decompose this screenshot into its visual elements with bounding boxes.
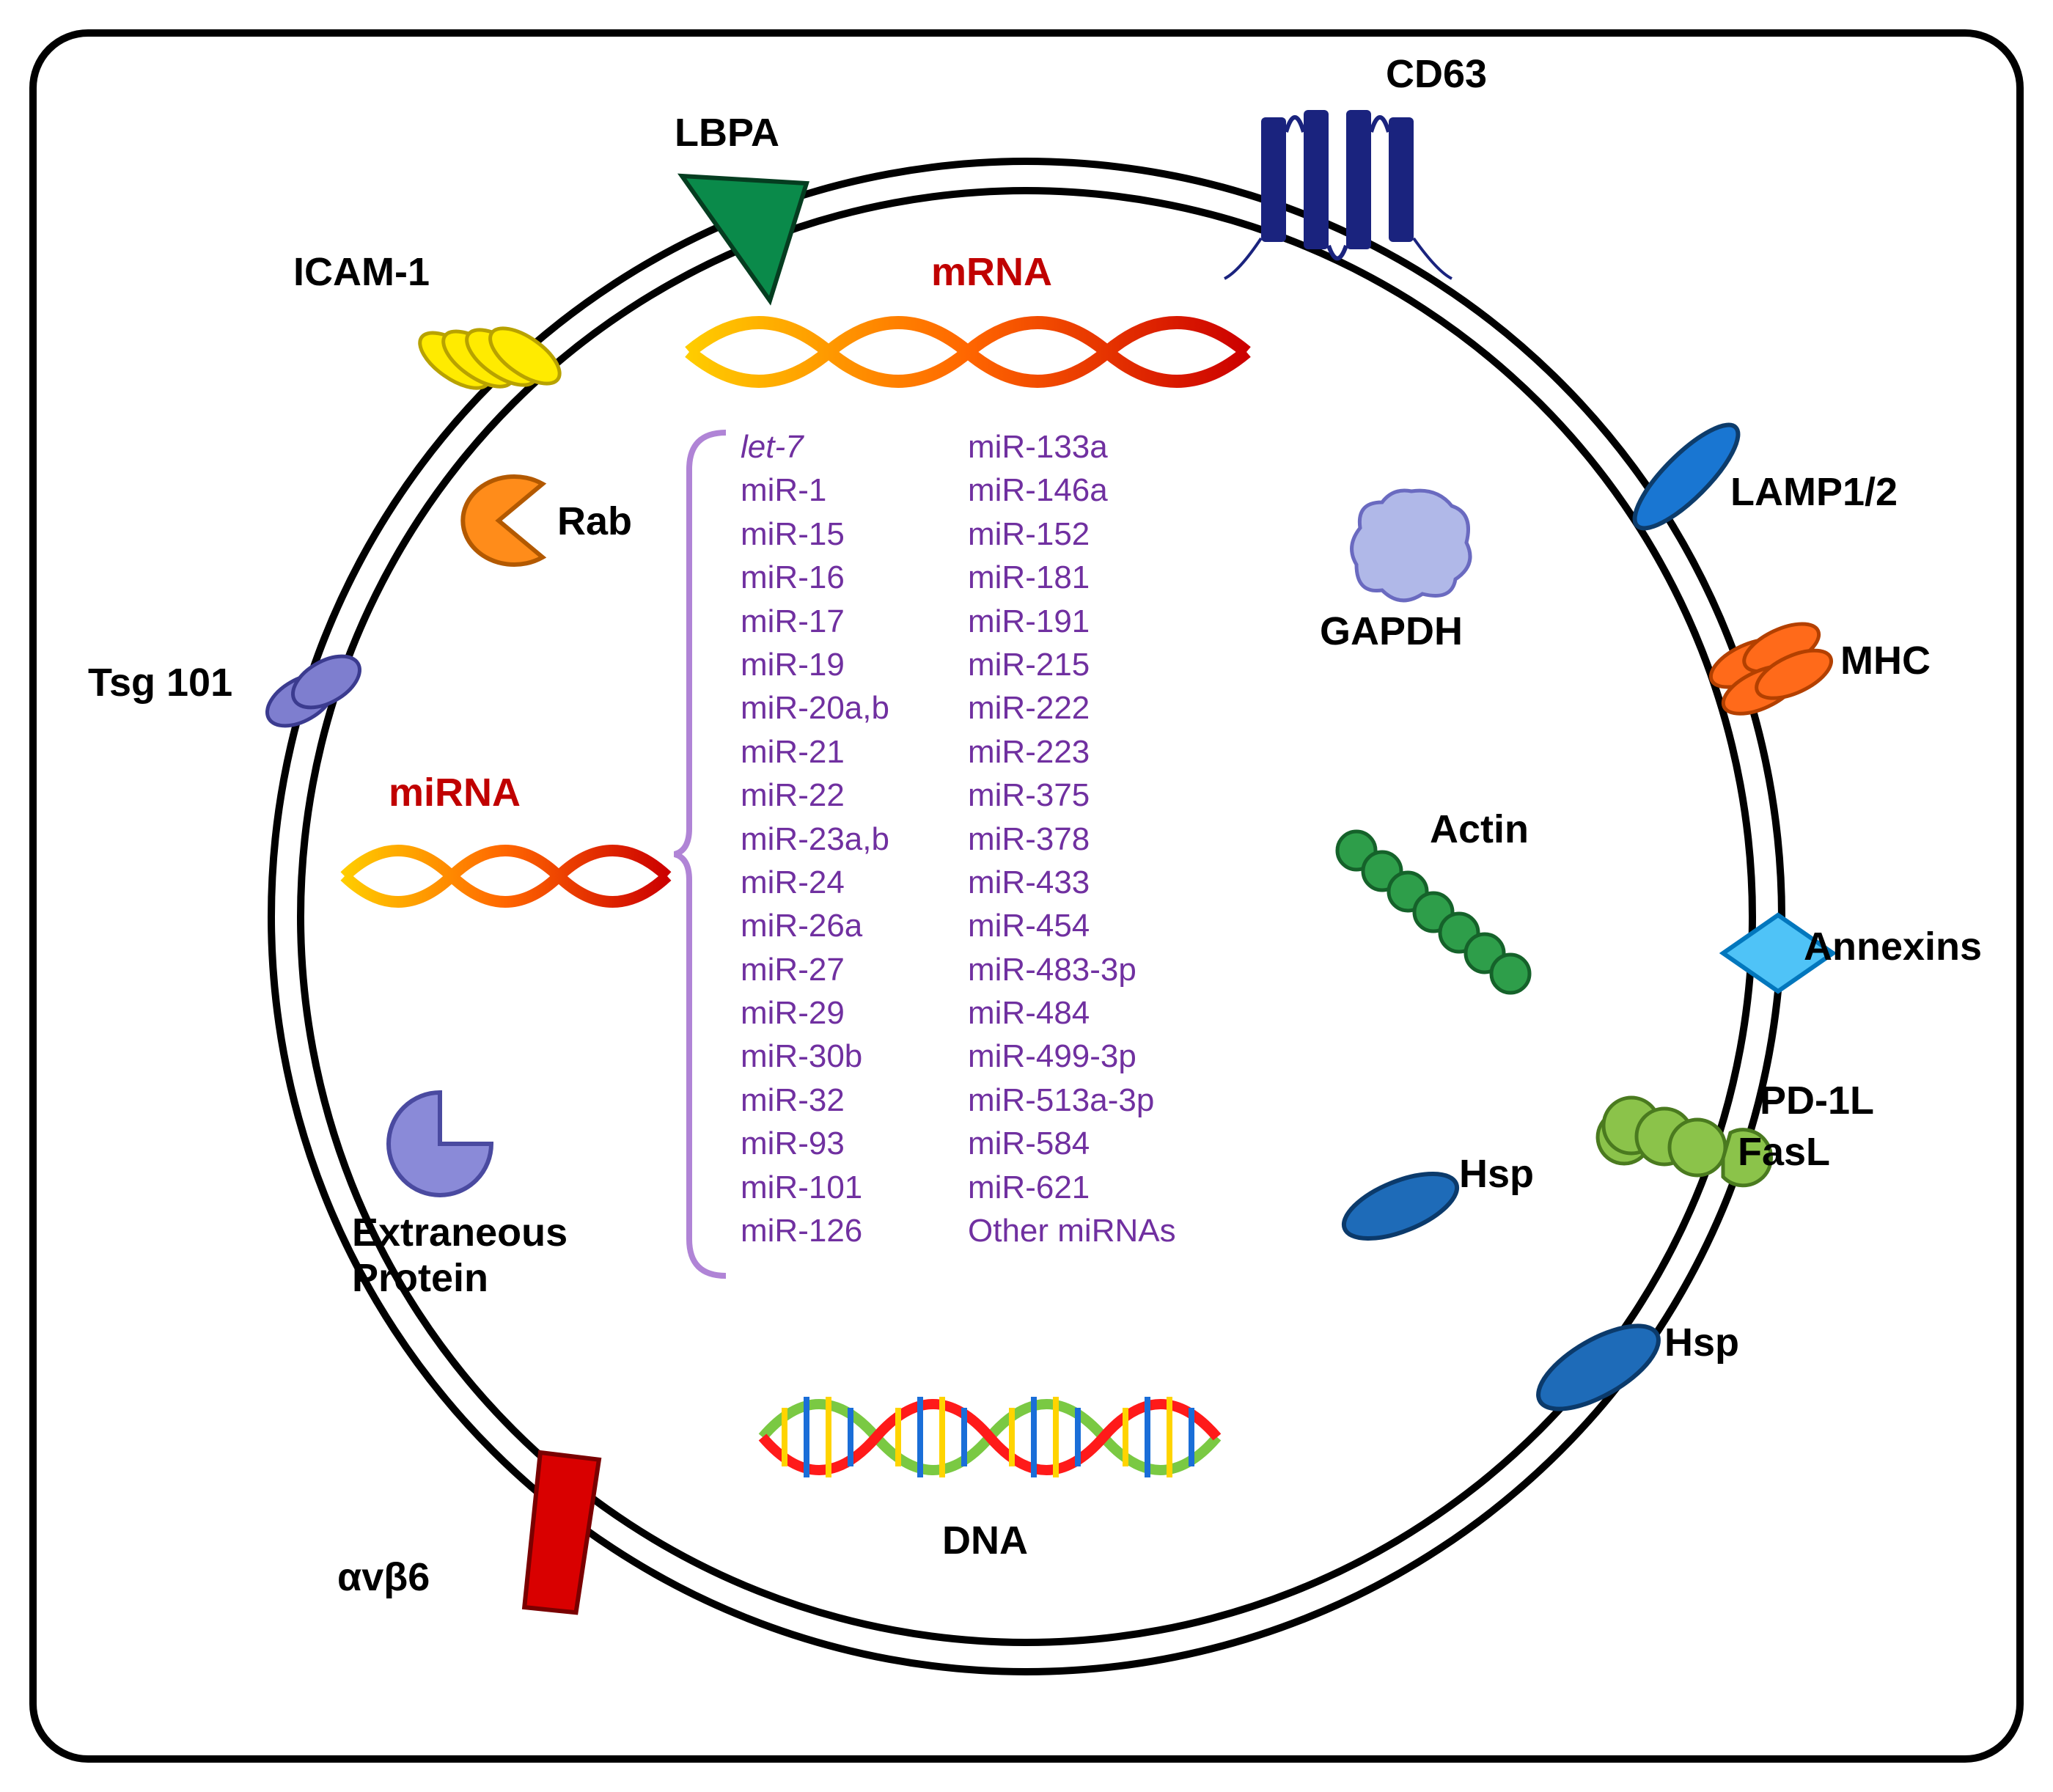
actin-label: Actin	[1430, 807, 1529, 852]
dna-label: DNA	[942, 1518, 1028, 1563]
mirna-item: miR-191	[968, 600, 1176, 643]
avb6-label: αvβ6	[337, 1554, 430, 1600]
gapdh-label: GAPDH	[1320, 609, 1463, 654]
mirna-item: miR-181	[968, 556, 1176, 599]
hsp-outer-icon	[1525, 1320, 1672, 1415]
mirna-item: miR-584	[968, 1122, 1176, 1165]
mirna-item: miR-93	[741, 1122, 889, 1165]
cd63-label: CD63	[1386, 51, 1487, 97]
mirna-item: miR-16	[741, 556, 889, 599]
mirna-item: miR-30b	[741, 1035, 889, 1078]
mirna-item: let-7	[741, 425, 889, 469]
mirna-column-1: let-7miR-1miR-15miR-16miR-17miR-19miR-20…	[741, 425, 889, 1252]
mirna-wave-icon	[345, 829, 667, 924]
mirna-item: miR-513a-3p	[968, 1079, 1176, 1122]
mirna-item: miR-499-3p	[968, 1035, 1176, 1078]
icam1-label: ICAM-1	[293, 249, 430, 295]
mirna-item: miR-29	[741, 991, 889, 1035]
mirna-item: miR-375	[968, 774, 1176, 817]
rab-label: Rab	[557, 499, 632, 544]
icam1-icon	[411, 279, 572, 440]
mirna-item: miR-378	[968, 818, 1176, 861]
lamp12-label: LAMP1/2	[1730, 469, 1898, 515]
mirna-item: miR-454	[968, 904, 1176, 947]
mhc-icon	[1701, 609, 1848, 726]
mirna-item: Other miRNAs	[968, 1209, 1176, 1252]
mirna-item: miR-433	[968, 861, 1176, 904]
hsp-inner-icon	[1334, 1166, 1466, 1246]
mirna-item: miR-21	[741, 730, 889, 774]
mirna-item: miR-101	[741, 1166, 889, 1209]
mirna-item: miR-22	[741, 774, 889, 817]
mrna-wave-icon	[689, 301, 1246, 403]
hsp-outer-label: Hsp	[1664, 1320, 1739, 1365]
tsg101-label: Tsg 101	[88, 660, 232, 705]
hsp-inner-label: Hsp	[1459, 1151, 1534, 1197]
mirna-item: miR-23a,b	[741, 818, 889, 861]
mhc-label: MHC	[1840, 638, 1931, 683]
mirna-item: miR-215	[968, 643, 1176, 686]
mirna-item: miR-126	[741, 1209, 889, 1252]
mirna-item: miR-223	[968, 730, 1176, 774]
mirna-item: miR-1	[741, 469, 889, 512]
avb6-icon	[491, 1452, 609, 1620]
annexins-label: Annexins	[1804, 924, 1982, 969]
mirna-item: miR-222	[968, 686, 1176, 730]
tsg101-icon	[257, 638, 374, 741]
mirna-item: miR-26a	[741, 904, 889, 947]
mirna-label: miRNA	[389, 770, 521, 815]
mirna-item: miR-27	[741, 948, 889, 991]
rab-icon	[440, 477, 550, 572]
mirna-item: miR-484	[968, 991, 1176, 1035]
mirna-item: miR-483-3p	[968, 948, 1176, 991]
mirna-item: miR-15	[741, 513, 889, 556]
fasl-label: FasL	[1738, 1129, 1830, 1175]
mrna-label: mRNA	[931, 249, 1052, 295]
extraneous-protein-icon	[381, 1085, 499, 1202]
cd63-icon	[1246, 88, 1466, 279]
mirna-item: miR-17	[741, 600, 889, 643]
diagram-canvas: LBPA CD63 ICAM-1 Tsg 101 Rab	[0, 0, 2053, 1792]
mirna-item: miR-152	[968, 513, 1176, 556]
mirna-item: miR-32	[741, 1079, 889, 1122]
mirna-item: miR-133a	[968, 425, 1176, 469]
dna-icon	[763, 1364, 1217, 1510]
mirna-bracket-icon	[675, 425, 733, 1283]
mirna-item: miR-20a,b	[741, 686, 889, 730]
pd1l-label: PD-1L	[1760, 1078, 1874, 1123]
mirna-item: miR-19	[741, 643, 889, 686]
mirna-item: miR-24	[741, 861, 889, 904]
extraneous-protein-label: Extraneous Protein	[352, 1210, 568, 1301]
lbpa-label: LBPA	[675, 110, 779, 155]
mirna-item: miR-146a	[968, 469, 1176, 512]
gapdh-icon	[1342, 484, 1481, 609]
mirna-item: miR-621	[968, 1166, 1176, 1209]
mirna-column-2: miR-133amiR-146amiR-152miR-181miR-191miR…	[968, 425, 1176, 1252]
